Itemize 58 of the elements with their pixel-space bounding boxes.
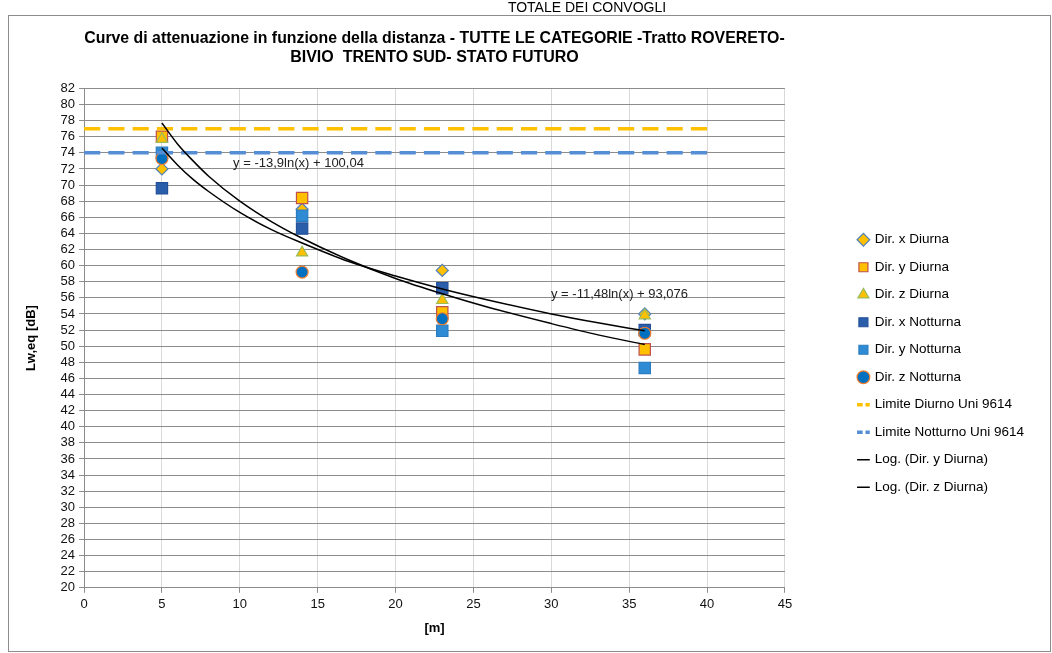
y-tick-label: 54	[60, 305, 76, 321]
x-tick-label: 35	[621, 596, 637, 612]
annotation: y = -13,9ln(x) + 100,04	[233, 154, 364, 170]
y-tick-label: 26	[60, 531, 76, 547]
y-tick-label: 48	[60, 353, 76, 369]
annotation: y = -11,48ln(x) + 93,076	[550, 285, 689, 301]
x-tick-label: 25	[466, 596, 481, 612]
y-tick-label: 60	[60, 257, 76, 273]
y-tick-label: 80	[60, 96, 76, 112]
x-tick-label: 15	[310, 596, 325, 612]
y-tick-label: 40	[60, 418, 76, 434]
y-tick-label: 62	[60, 241, 76, 257]
chart-title: Curve di attenuazione in funzione della distanza - TUTTE LE CATEGORIE -Tratto ROVERETO- BIVIO TRENTO SUD- STATO FUTURO	[84, 28, 785, 66]
legend-label: Log. (Dir. y Diurna)	[874, 451, 988, 467]
y-tick-label: 72	[60, 160, 76, 176]
y-tick-label: 78	[60, 112, 76, 128]
x-tick-label: 5	[158, 596, 166, 612]
y-tick-label: 44	[60, 386, 76, 402]
legend-label: Dir. x Diurna	[874, 231, 950, 247]
x-tick-label: 40	[699, 596, 715, 612]
legend-label: Limite Notturno Uni 9614	[874, 423, 1025, 439]
y-tick-label: 66	[60, 208, 76, 224]
y-tick-label: 56	[60, 289, 76, 305]
y-tick-label: 76	[60, 128, 76, 144]
legend-label: Dir. x Notturna	[874, 313, 962, 329]
y-tick-label: 64	[60, 224, 76, 240]
y-tick-label: 50	[60, 337, 76, 353]
legend-label: Dir. z Notturna	[874, 368, 962, 384]
y-tick-label: 52	[60, 321, 76, 337]
y-tick-label: 28	[60, 514, 76, 530]
y-tick-label: 46	[60, 369, 76, 385]
x-axis-title: [m]	[424, 619, 445, 635]
x-tick-label: 20	[388, 596, 403, 612]
x-tick-label: 10	[232, 596, 248, 612]
legend-label: Limite Diurno Uni 9614	[874, 396, 1013, 412]
text: TOTALE DEI CONVOGLI	[507, 0, 667, 15]
y-tick-label: 42	[60, 402, 76, 418]
y-tick-label: 36	[60, 450, 76, 466]
legend-label: Log. (Dir. z Diurna)	[874, 478, 988, 494]
y-tick-label: 68	[60, 192, 76, 208]
y-tick-label: 82	[60, 79, 76, 95]
y-axis-title: Lw,eq [dB]	[23, 305, 39, 372]
y-tick-label: 32	[60, 482, 76, 498]
y-tick-label: 58	[60, 273, 76, 289]
x-tick-label: 0	[80, 596, 88, 612]
y-tick-label: 34	[60, 466, 76, 482]
y-tick-label: 24	[60, 547, 76, 563]
y-tick-label: 70	[60, 176, 76, 192]
y-tick-label: 30	[60, 498, 76, 514]
y-tick-label: 22	[60, 563, 76, 579]
x-tick-label: 45	[777, 596, 793, 612]
legend-label: Dir. y Notturna	[874, 341, 962, 357]
y-tick-label: 38	[60, 434, 76, 450]
y-tick-label: 74	[60, 144, 76, 160]
legend-label: Dir. z Diurna	[874, 286, 950, 302]
legend-label: Dir. y Diurna	[874, 258, 950, 274]
x-tick-label: 30	[544, 596, 559, 612]
y-tick-label: 20	[60, 579, 76, 595]
